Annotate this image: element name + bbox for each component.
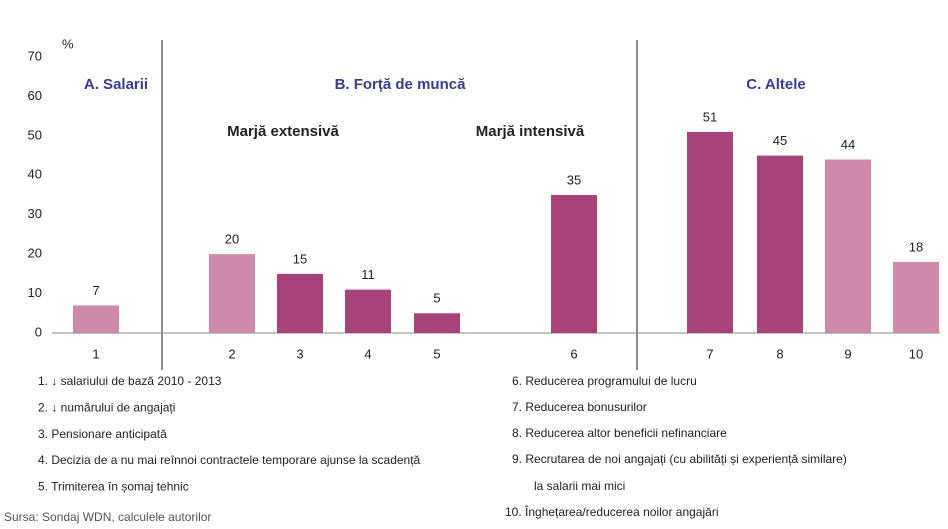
data-label: 15 <box>293 251 307 266</box>
bar <box>551 195 597 333</box>
bar <box>209 254 255 333</box>
note: 7. Reducerea bonusurilor <box>512 400 647 414</box>
note: 9. Recrutarea de noi angajați (cu abilit… <box>512 452 847 466</box>
section-title: B. Forță de muncă <box>335 76 467 93</box>
x-tick-label: 2 <box>228 346 235 361</box>
note: 2. ↓ numărului de angajați <box>38 400 175 414</box>
x-tick-label: 10 <box>909 346 923 361</box>
data-label: 18 <box>909 239 923 254</box>
y-tick-label: 0 <box>35 324 42 339</box>
note: 5. Trimiterea în șomaj tehnic <box>38 479 189 493</box>
data-label: 20 <box>225 232 239 247</box>
x-tick-label: 4 <box>364 346 371 361</box>
data-label: 7 <box>92 283 99 298</box>
note: 10. Înghețarea/reducerea noilor angajări <box>505 504 718 519</box>
x-tick-label: 7 <box>706 346 713 361</box>
data-label: 44 <box>841 137 855 152</box>
bar <box>825 159 871 333</box>
subsection-title: Marjă extensivă <box>227 123 339 140</box>
x-tick-label: 8 <box>776 346 783 361</box>
section-title: A. Salarii <box>84 76 148 93</box>
note: 4. Decizia de a nu mai reînnoi contracte… <box>38 453 421 467</box>
y-tick-label: 70 <box>28 48 42 63</box>
section-title: C. Altele <box>746 76 805 93</box>
x-tick-label: 6 <box>570 346 577 361</box>
y-tick-label: 50 <box>28 127 42 142</box>
data-label: 11 <box>361 267 375 282</box>
bar <box>893 262 939 333</box>
data-label: 5 <box>433 291 440 306</box>
x-tick-label: 1 <box>92 346 99 361</box>
data-label: 35 <box>567 172 581 187</box>
data-label: 51 <box>703 109 717 124</box>
bar <box>414 313 460 333</box>
note: 6. Reducerea programului de lucru <box>512 374 697 388</box>
bar <box>277 273 323 333</box>
y-tick-label: 10 <box>28 285 42 300</box>
note: 3. Pensionare anticipată <box>38 427 167 441</box>
bar <box>687 131 733 333</box>
y-tick-label: 60 <box>28 88 42 103</box>
x-tick-label: 5 <box>433 346 440 361</box>
y-tick-label: 40 <box>28 167 42 182</box>
x-tick-label: 3 <box>296 346 303 361</box>
note: 8. Reducerea altor beneficii nefinanciar… <box>512 426 727 440</box>
y-tick-label: 30 <box>28 206 42 221</box>
data-label: 45 <box>773 133 787 148</box>
bar <box>345 289 391 333</box>
y-tick-label: 20 <box>28 246 42 261</box>
source: Sursa: Sondaj WDN, calculele autorilor <box>4 510 211 524</box>
x-tick-label: 9 <box>844 346 851 361</box>
unit-label: % <box>62 36 74 51</box>
note: 1. ↓ salariului de bază 2010 - 2013 <box>38 374 222 388</box>
bar <box>73 305 119 333</box>
subsection-title: Marjă intensivă <box>476 123 585 140</box>
bar <box>757 155 803 333</box>
note: la salarii mai mici <box>534 479 625 493</box>
